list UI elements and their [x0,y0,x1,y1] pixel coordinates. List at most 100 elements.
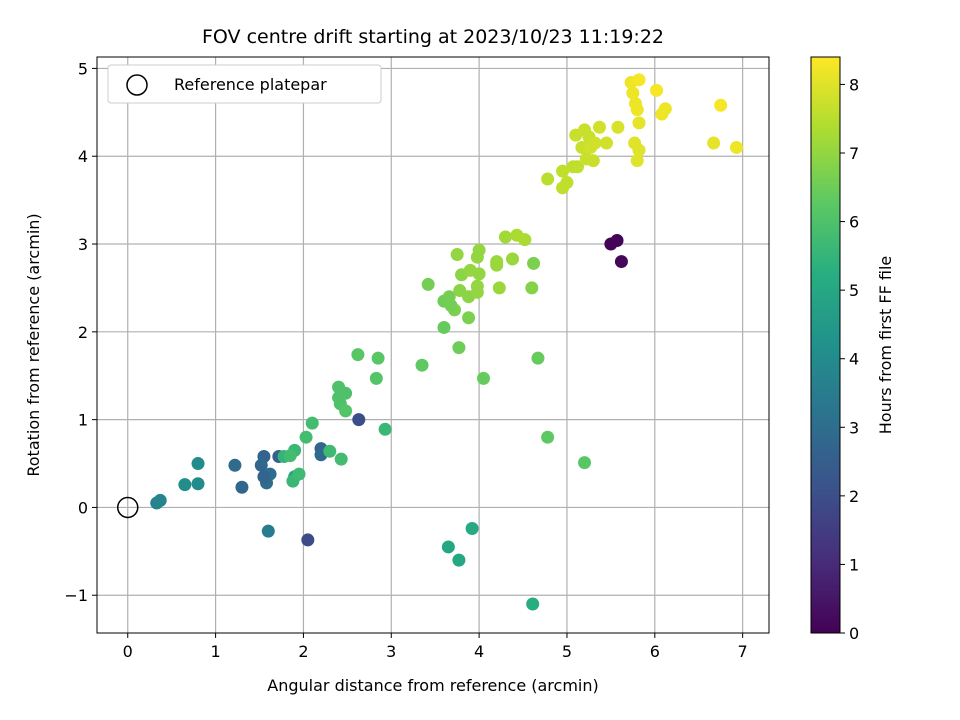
data-point [632,143,646,157]
data-point [658,102,672,116]
data-point [531,351,545,365]
data-point [632,116,646,130]
data-points [150,73,743,611]
data-point [707,136,721,150]
data-point [477,371,491,385]
data-point [505,252,519,266]
x-tick-label: 2 [298,642,308,661]
data-point [191,477,205,491]
data-point [450,248,464,262]
data-point [334,452,348,466]
data-point [191,457,205,471]
colorbar-tick-label: 0 [849,624,859,643]
data-point [614,255,628,269]
data-point [452,341,466,355]
x-tick-label: 0 [123,642,133,661]
colorbar-tick-label: 7 [849,144,859,163]
data-point [472,267,486,281]
colorbar-ticks: 0 1 2 3 4 5 6 7 8 [840,75,859,643]
x-tick-label: 6 [650,642,660,661]
data-point [630,154,644,168]
y-tick-label: −1 [64,586,88,605]
data-point [228,458,242,472]
data-point [650,83,664,97]
data-point [560,176,574,190]
data-point [415,358,429,372]
data-point [371,351,385,365]
data-point [556,164,570,178]
data-point [465,522,479,536]
data-point [599,136,613,150]
data-point [323,444,337,458]
data-point [283,449,297,463]
data-point [444,298,458,312]
x-tick-label: 5 [562,642,572,661]
data-point [235,480,249,494]
grid [97,57,769,633]
data-point [462,311,476,325]
data-point [498,230,512,244]
colorbar-tick-label: 4 [849,350,859,369]
data-point [541,172,555,186]
data-point [490,255,504,269]
chart-title: FOV centre drift starting at 2023/10/23 … [202,26,664,48]
data-point [714,98,728,112]
data-point [632,73,646,87]
data-point [421,277,435,291]
data-point [351,348,365,362]
y-axis-label: Rotation from reference (arcmin) [24,213,43,476]
data-point [178,478,192,492]
data-point [626,86,640,100]
x-tick-label: 1 [210,642,220,661]
data-point [470,279,484,293]
data-point [261,524,275,538]
data-point [292,467,306,481]
y-tick-label: 4 [78,147,88,166]
y-axis-ticks: −1 0 1 2 3 4 5 [64,59,97,605]
y-tick-label: 3 [78,235,88,254]
x-axis-ticks: 0 1 2 3 4 5 6 7 [123,633,748,661]
data-point [352,413,366,427]
colorbar-tick-label: 6 [849,213,859,232]
y-tick-label: 1 [78,411,88,430]
data-point [441,540,455,554]
data-point [541,430,555,444]
data-point [378,422,392,436]
colorbar-tick-label: 8 [849,75,859,94]
colorbar-tick-label: 1 [849,555,859,574]
colorbar-tick-label: 3 [849,418,859,437]
data-point [586,154,600,168]
data-point [492,281,506,295]
data-point [332,391,346,405]
data-point [518,233,532,247]
data-point [571,160,585,174]
data-point [526,597,540,611]
x-tick-label: 4 [474,642,484,661]
colorbar-label: Hours from first FF file [876,256,895,435]
x-tick-label: 3 [386,642,396,661]
data-point [729,140,743,154]
data-point [472,243,486,257]
legend: Reference platepar [107,64,382,104]
data-point [437,320,451,334]
data-point [588,136,602,150]
x-tick-label: 7 [738,642,748,661]
plot-area: 0 1 2 3 4 5 6 7 −1 0 1 2 3 4 5 [64,56,770,661]
data-point [369,371,383,385]
colorbar: 0 1 2 3 4 5 6 7 8 Hours from first FF file [810,56,895,643]
data-point [630,103,644,117]
legend-entry: Reference platepar [174,75,327,94]
reference-marker [116,496,139,519]
colorbar-tick-label: 5 [849,281,859,300]
y-tick-label: 2 [78,323,88,342]
data-point [610,234,624,248]
data-point [452,553,466,567]
data-point [611,120,625,134]
data-point [578,456,592,470]
data-point [153,493,167,507]
data-point [592,120,606,134]
data-point [339,404,353,418]
x-axis-label: Angular distance from reference (arcmin) [267,676,598,695]
data-point [305,416,319,430]
